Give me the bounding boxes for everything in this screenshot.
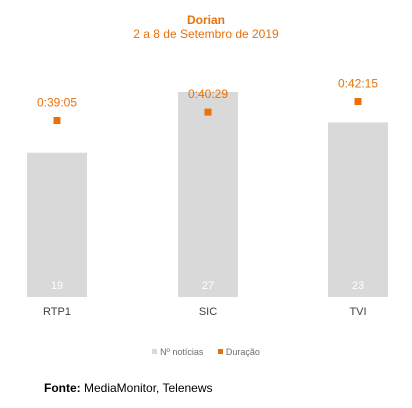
chart-title: Dorian xyxy=(186,13,225,27)
duration-label-rtp1: 0:39:05 xyxy=(37,96,77,110)
category-label-rtp1: RTP1 xyxy=(43,306,71,318)
category-label-sic: SIC xyxy=(199,306,217,318)
legend-label-duration: Duração xyxy=(225,347,260,357)
bar-tvi xyxy=(328,122,388,298)
bar-sic xyxy=(178,92,238,297)
category-label-tvi: TVI xyxy=(349,306,366,318)
duration-label-tvi: 0:42:15 xyxy=(338,77,378,91)
source-text: MediaMonitor, Telenews xyxy=(80,381,213,395)
bar-value-label-tvi: 23 xyxy=(352,280,364,292)
duration-marker-tvi xyxy=(354,98,362,105)
legend-item-duration: Duração xyxy=(217,347,260,357)
bar-rtp1 xyxy=(27,152,87,297)
chart-subtitle: 2 a 8 de Setembro de 2019 xyxy=(133,27,279,41)
bar-value-label-rtp1: 19 xyxy=(51,280,63,292)
source-label: Fonte: xyxy=(44,381,81,395)
duration-label-sic: 0:40:29 xyxy=(188,87,228,101)
duration-marker-rtp1 xyxy=(53,117,61,124)
bar-value-label-sic: 27 xyxy=(202,280,214,292)
legend-label-news-count: Nº notícias xyxy=(160,347,204,357)
source-note: Fonte: MediaMonitor, Telenews xyxy=(44,381,213,395)
legend: Nº notícias Duração xyxy=(0,347,412,357)
duration-marker-sic xyxy=(204,108,212,116)
legend-swatch-news-count xyxy=(152,349,158,354)
legend-item-news-count: Nº notícias xyxy=(152,347,203,357)
legend-swatch-duration xyxy=(217,349,223,354)
